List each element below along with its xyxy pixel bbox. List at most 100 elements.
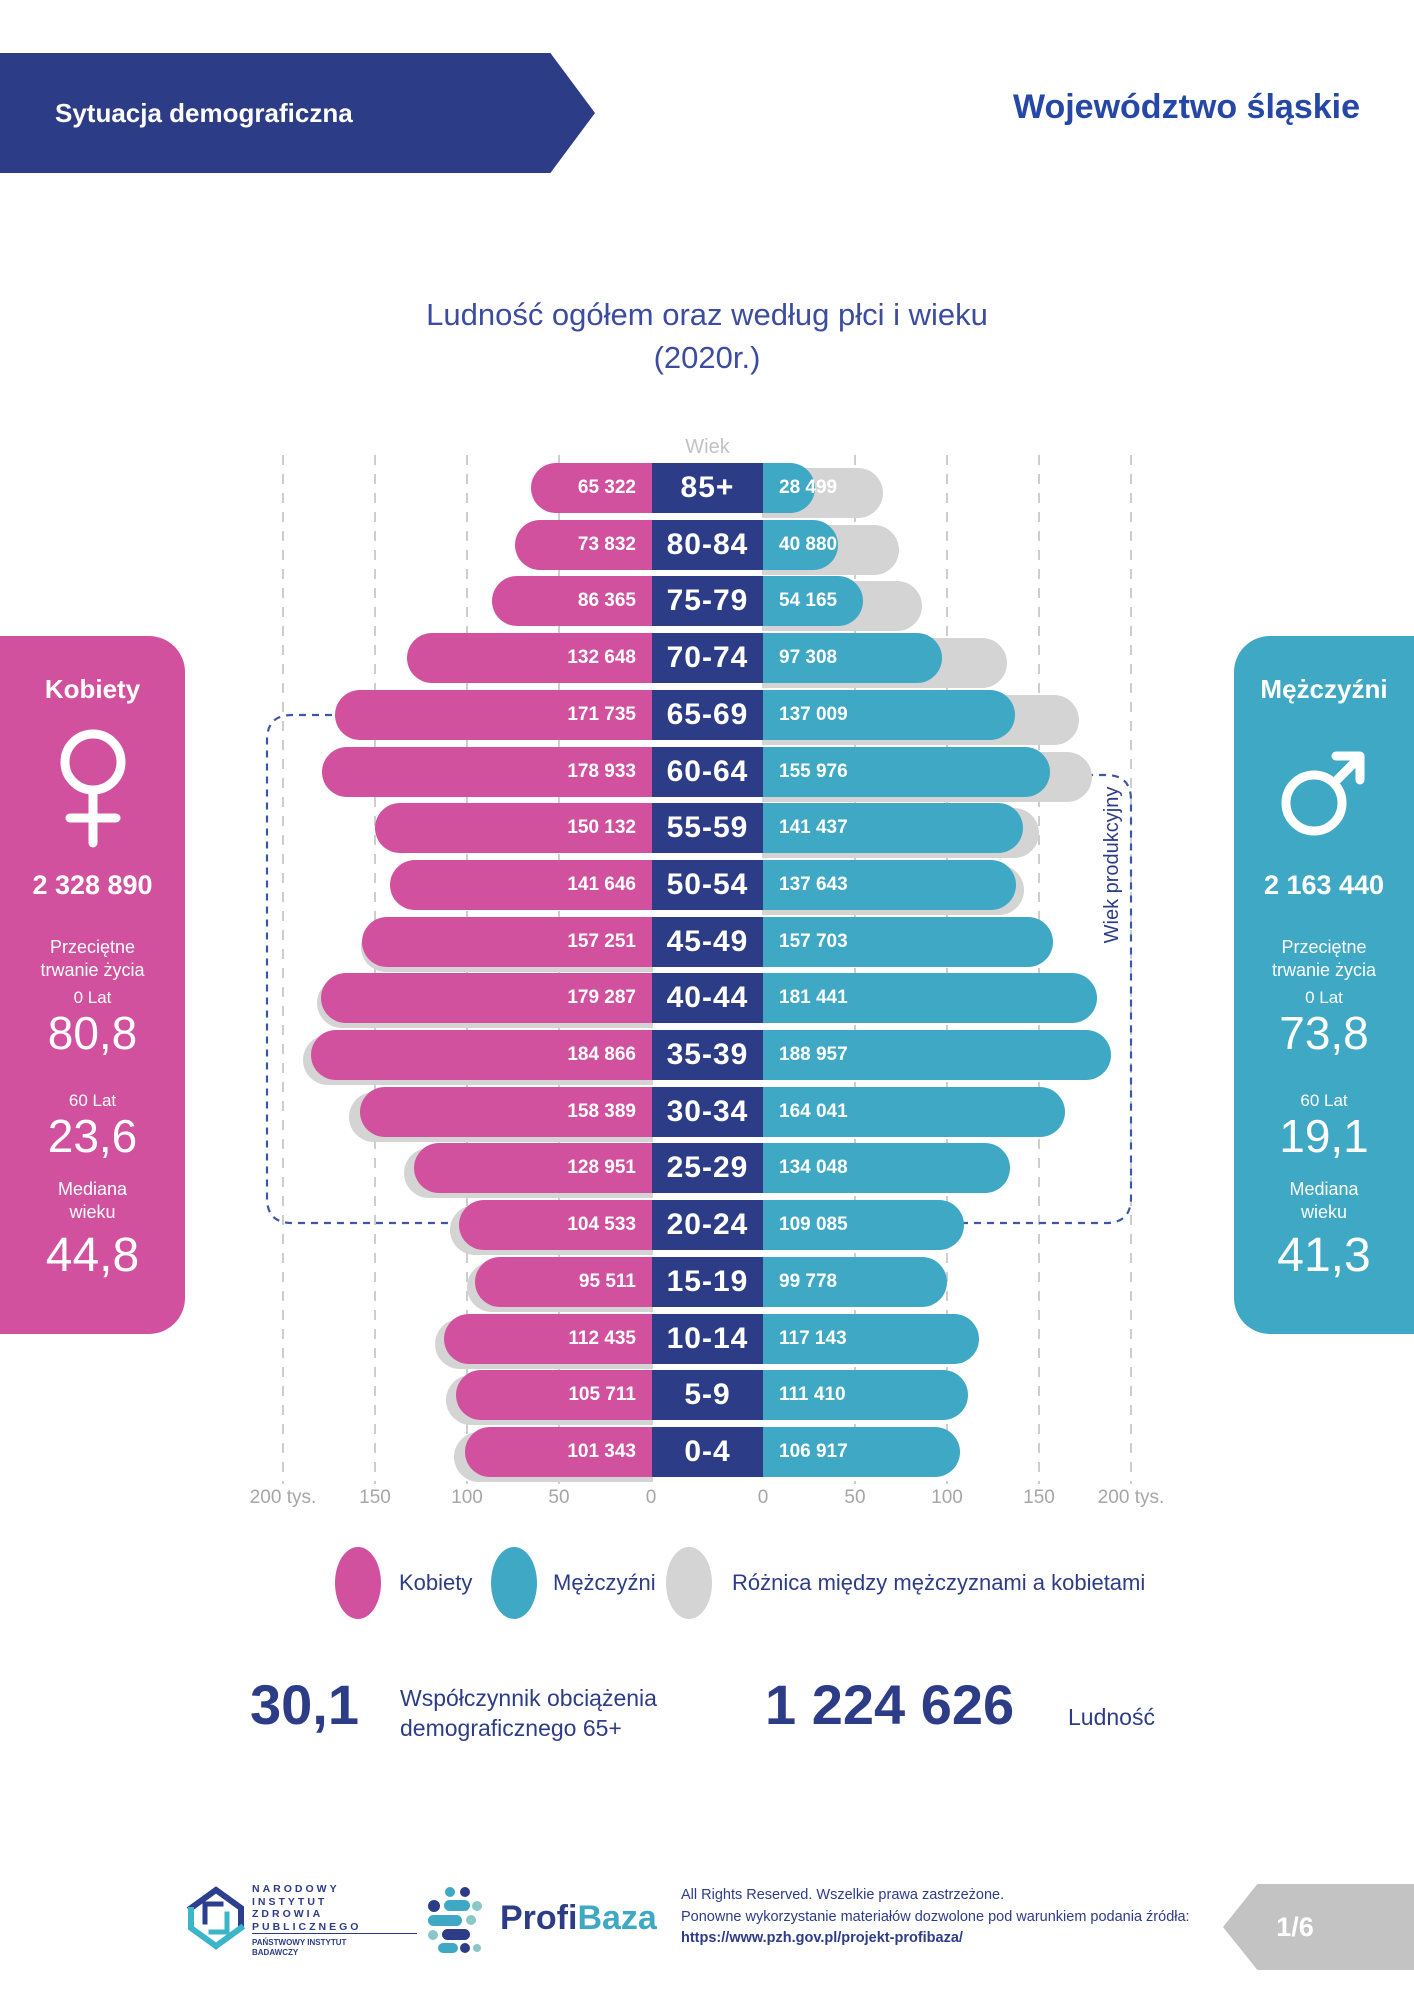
male-value: 181 441 xyxy=(779,987,848,1009)
male-bar xyxy=(762,1143,1010,1194)
female-median-label: Mediana wieku xyxy=(57,1179,128,1222)
female-bar xyxy=(492,576,653,627)
x-axis-tick: 150 xyxy=(1023,1487,1055,1508)
male-value: 157 703 xyxy=(779,930,848,952)
male-bar xyxy=(762,1426,960,1477)
male-median-value: 41,3 xyxy=(1277,1229,1371,1282)
age-group-box: 70-74 xyxy=(652,633,763,684)
legend-label-roznica: Różnica między mężczyznami a kobietami xyxy=(732,1570,1146,1595)
male-value: 106 917 xyxy=(779,1440,848,1462)
x-axis-tick: 100 xyxy=(931,1487,963,1508)
dependency-ratio-value: 30,1 xyxy=(250,1673,359,1736)
copyright-line2: Ponowne wykorzystanie materiałów dozwolo… xyxy=(681,1908,1190,1925)
female-bar xyxy=(475,1256,653,1307)
female-value: 112 435 xyxy=(568,1327,636,1349)
production-age-outline xyxy=(265,713,1133,1225)
male-value: 109 085 xyxy=(779,1214,848,1236)
female-value: 105 711 xyxy=(568,1384,636,1406)
legend-swatch-mezczyzni xyxy=(491,1547,537,1619)
male-value: 137 009 xyxy=(779,703,848,725)
x-axis-tick: 50 xyxy=(548,1487,570,1508)
female-bar xyxy=(321,746,653,797)
legend-swatch-kobiety xyxy=(335,1547,381,1619)
population-total-label: Ludność xyxy=(1068,1704,1155,1730)
age-group-box: 30-34 xyxy=(652,1086,763,1137)
male-bar xyxy=(762,633,943,684)
age-group-box: 55-59 xyxy=(652,803,763,854)
female-value: 132 648 xyxy=(567,647,636,669)
age-group-box: 35-39 xyxy=(652,1030,763,1080)
female-bar xyxy=(310,1030,653,1080)
male-bar xyxy=(762,1086,1065,1137)
female-median-value: 44,8 xyxy=(45,1229,140,1282)
male-total: 2 163 440 xyxy=(1263,870,1385,900)
age-group-box: 60-64 xyxy=(652,746,763,797)
source-link[interactable]: https://www.pzh.gov.pl/projekt-profibaza… xyxy=(681,1930,963,1946)
copyright-block: All Rights Reserved. Wszelkie prawa zast… xyxy=(681,1885,1190,1950)
male-bar xyxy=(762,1370,968,1421)
male-value: 137 643 xyxy=(779,873,848,895)
chart-title-line2: (2020r.) xyxy=(653,340,761,375)
age-group-box: 5-9 xyxy=(652,1370,763,1421)
pzh-divider xyxy=(252,1933,417,1934)
female-bar xyxy=(444,1313,653,1364)
chart-title-line1: Ludność ogółem oraz według płci i wieku xyxy=(426,297,988,332)
female-bar xyxy=(359,1086,653,1137)
age-group-box: 80-84 xyxy=(652,519,763,570)
region-title: Województwo śląskie xyxy=(1012,88,1360,126)
male-bar xyxy=(762,519,839,570)
female-bar xyxy=(464,1426,653,1477)
female-value: 178 933 xyxy=(567,760,636,782)
male-age60-value: 19,1 xyxy=(1279,1110,1369,1162)
female-value: 141 646 xyxy=(567,873,636,895)
production-age-annotation: Wiek produkcyjny xyxy=(1100,786,1123,944)
age-group-box: 40-44 xyxy=(652,973,763,1024)
male-value: 111 410 xyxy=(779,1384,846,1406)
page-number-badge xyxy=(1223,1884,1414,1970)
legend-label-mezczyzni: Mężczyźni xyxy=(553,1570,656,1595)
male-value: 155 976 xyxy=(779,760,848,782)
header-banner xyxy=(0,53,595,173)
page-number: 1/6 xyxy=(1276,1911,1314,1942)
male-bar xyxy=(762,689,1016,740)
female-icon xyxy=(0,728,185,853)
female-value: 65 322 xyxy=(577,477,636,498)
male-bar xyxy=(762,973,1097,1024)
male-panel: Mężczyźni 2 163 440 Przeciętne trwanie ży… xyxy=(1234,636,1414,1334)
male-value: 164 041 xyxy=(779,1100,848,1122)
female-value: 150 132 xyxy=(567,817,636,839)
pzh-institute-subtitle: PAŃSTWOWY INSTYTUT BADAWCZY xyxy=(252,1938,347,1957)
age-group-box: 85+ xyxy=(652,463,763,513)
female-life-label: Przeciętne trwanie życia xyxy=(40,937,145,980)
male-bar xyxy=(762,1313,979,1364)
copyright-line1: All Rights Reserved. Wszelkie prawa zast… xyxy=(681,1887,1005,1903)
age-group-box: 10-14 xyxy=(652,1313,763,1364)
male-value: 188 957 xyxy=(779,1044,848,1065)
female-bar xyxy=(530,463,653,513)
male-life-label: Przeciętne trwanie życia xyxy=(1271,937,1377,980)
female-bar xyxy=(458,1200,653,1251)
male-bar xyxy=(762,463,816,513)
legend-label-kobiety: Kobiety xyxy=(399,1570,473,1595)
population-total-value: 1 224 626 xyxy=(765,1673,1015,1736)
female-age60-label: 60 Lat xyxy=(68,1091,117,1110)
female-value: 158 389 xyxy=(567,1100,636,1122)
age-group-box: 25-29 xyxy=(652,1143,763,1194)
male-bar xyxy=(762,746,1050,797)
banner-title: Sytuacja demograficzna xyxy=(55,97,353,128)
male-value: 99 778 xyxy=(779,1270,838,1292)
male-panel-title: Mężczyźni xyxy=(1260,674,1388,704)
female-value: 86 365 xyxy=(577,590,636,612)
x-axis-tick: 200 tys. xyxy=(1097,1487,1165,1508)
female-value: 179 287 xyxy=(567,987,636,1009)
female-value: 128 951 xyxy=(567,1157,636,1179)
age-group-box: 65-69 xyxy=(652,689,763,740)
male-bar xyxy=(762,1256,947,1307)
female-value: 104 533 xyxy=(567,1214,636,1236)
male-bar xyxy=(762,1030,1111,1080)
male-icon xyxy=(1234,728,1414,853)
female-bar xyxy=(374,803,653,854)
male-value: 28 499 xyxy=(779,477,838,498)
male-bar xyxy=(762,916,1054,967)
